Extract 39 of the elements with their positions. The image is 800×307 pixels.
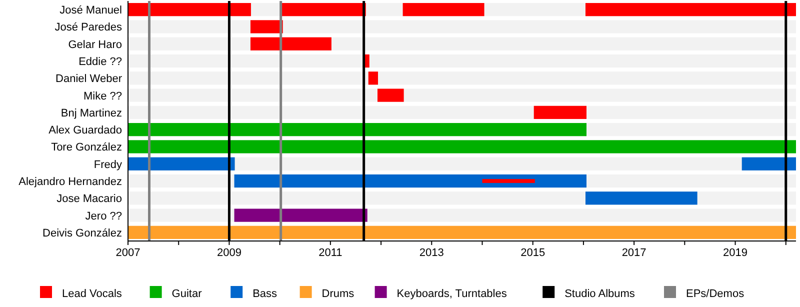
legend-label: Lead Vocals (62, 288, 122, 300)
y-tick-label: Gelar Haro (68, 38, 122, 51)
x-tick-label: 2017 (622, 247, 646, 259)
x-tick-label: 2013 (419, 247, 444, 259)
bar (585, 192, 698, 205)
x-tick-label: 2015 (520, 247, 546, 259)
bar (534, 106, 586, 119)
y-tick-label: Fredy (94, 158, 122, 171)
y-tick-label: Jose Macario (56, 193, 122, 206)
y-tick-label: Alejandro Hernandez (18, 176, 122, 188)
x-tick-label: 2009 (216, 247, 242, 259)
legend-label: Guitar (172, 288, 202, 300)
y-tick-label: Eddie ?? (78, 56, 122, 68)
y-tick-label: José Paredes (54, 22, 122, 34)
legend-label: Drums (322, 288, 355, 300)
y-tick-label: José Manuel (60, 4, 122, 17)
y-tick-label: Bnj Martinez (60, 107, 122, 120)
bar (250, 20, 283, 34)
y-tick-label: Alex Guardado (48, 124, 122, 137)
bar (234, 208, 368, 222)
y-tick-label: Jero ?? (85, 210, 122, 222)
legend-label: Keyboards, Turntables (396, 288, 508, 300)
legend-label: Bass (252, 288, 278, 300)
legend-label: EPs/Demos (686, 288, 745, 300)
bar (282, 3, 366, 16)
y-tick-label: Deivis González (42, 227, 122, 240)
bar (368, 72, 378, 85)
legend-label: Studio Albums (564, 288, 636, 300)
bar (128, 157, 235, 170)
bar (402, 3, 484, 16)
y-tick-label: Tore González (51, 142, 122, 154)
x-tick-label: 2007 (116, 247, 140, 259)
bar (377, 88, 404, 102)
bar (250, 37, 332, 50)
y-tick-label: Mike ?? (83, 90, 122, 102)
x-tick-label: 2019 (723, 247, 748, 259)
x-tick-label: 2011 (318, 247, 342, 259)
bar (742, 157, 796, 170)
y-tick-label: Daniel Weber (56, 73, 122, 86)
